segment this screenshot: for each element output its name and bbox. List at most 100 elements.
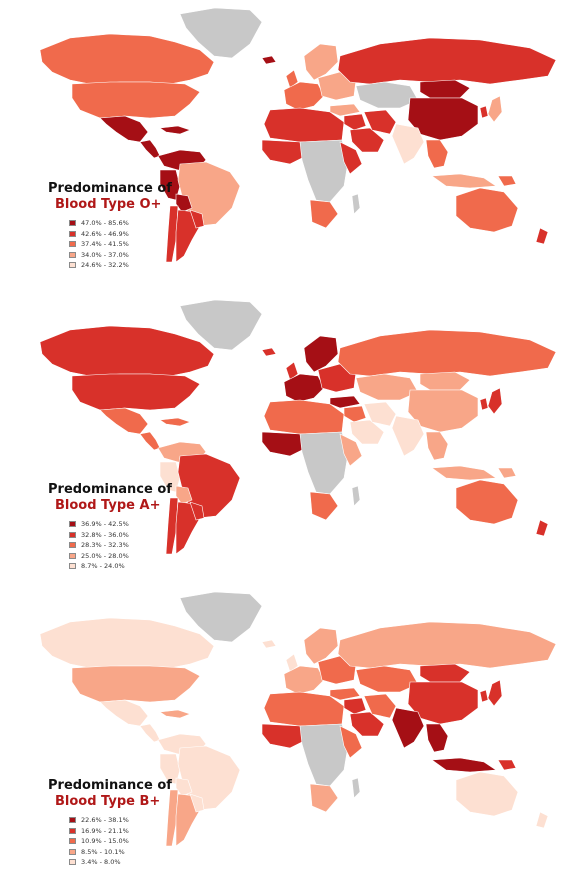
country-region-australia — [455, 479, 519, 525]
legend-label: 22.6% - 38.1% — [81, 816, 129, 824]
legend-label: 47.0% - 85.6% — [81, 219, 129, 227]
legend-swatch — [69, 817, 76, 823]
world-map-a-positive — [39, 299, 557, 555]
country-region-paraguay-uy — [189, 209, 205, 229]
legend-label: 32.8% - 36.0% — [81, 530, 129, 539]
country-region-saudi — [349, 419, 385, 445]
country-region-caribbean — [159, 417, 191, 427]
map-panel-a-positive: Predominance of Blood Type A+ 36.9% - 42… — [0, 292, 574, 582]
map-panel-b-positive: Predominance of Blood Type B+ 22.6% - 38… — [0, 584, 574, 874]
country-region-japan — [487, 95, 503, 123]
country-region-s-africa — [309, 199, 339, 229]
country-region-bolivia — [175, 777, 193, 797]
legend-swatch — [69, 859, 76, 865]
country-region-japan — [487, 387, 503, 415]
legend-item: 47.0% - 85.6% — [69, 218, 172, 228]
legend-title-line2: Blood Type B+ — [55, 794, 161, 809]
country-region-brazil — [177, 745, 241, 811]
country-region-madagascar — [351, 485, 361, 507]
country-region-paraguay-uy — [189, 501, 205, 521]
country-region-russia — [337, 37, 557, 85]
legend-label: 28.3% - 32.3% — [81, 541, 129, 549]
legend-swatch — [69, 262, 76, 268]
country-region-se-asia — [425, 723, 449, 753]
world-map-o-positive — [39, 7, 557, 263]
legend-b-positive: Predominance of Blood Type B+ 22.6% - 38… — [48, 778, 172, 868]
legend-swatch — [69, 827, 76, 834]
country-region-e-africa — [339, 725, 363, 759]
legend-swatch — [69, 220, 76, 226]
country-region-middle-east — [343, 113, 367, 131]
country-region-mexico — [99, 699, 149, 727]
country-region-w-europe — [283, 373, 325, 403]
country-region-png — [497, 467, 517, 479]
country-region-kazakh-central — [355, 373, 419, 401]
legend-swatch — [69, 521, 76, 527]
legend-item: 16.9% - 21.1% — [69, 826, 172, 836]
legend-title-line1: Predominance of — [48, 482, 172, 497]
country-region-australia — [455, 771, 519, 817]
country-region-canada — [39, 33, 215, 85]
country-region-india — [391, 707, 425, 749]
country-region-madagascar — [351, 193, 361, 215]
country-region-iceland — [261, 347, 277, 357]
legend-title-line2: Blood Type A+ — [55, 498, 161, 513]
country-region-c-africa — [299, 139, 349, 203]
country-region-greenland — [179, 299, 263, 351]
legend-item: 28.3% - 32.3% — [69, 540, 172, 550]
legend-item: 3.4% - 8.0% — [69, 857, 172, 867]
country-region-uk — [285, 653, 299, 673]
country-region-greenland — [179, 591, 263, 643]
country-region-indonesia — [431, 465, 497, 481]
country-region-saudi — [349, 711, 385, 737]
country-region-scandinavia — [303, 335, 339, 373]
country-region-mexico — [99, 115, 149, 143]
legend-label: 42.6% - 46.9% — [81, 229, 129, 238]
country-region-iran — [363, 401, 397, 427]
country-region-w-africa — [261, 723, 307, 749]
country-region-caribbean — [159, 709, 191, 719]
country-region-mexico — [99, 407, 149, 435]
country-region-chile — [165, 789, 179, 847]
legend-label: 34.0% - 37.0% — [81, 250, 129, 259]
country-region-india — [391, 415, 425, 457]
country-region-uk — [285, 69, 299, 89]
country-region-se-asia — [425, 431, 449, 461]
country-region-c-africa — [299, 723, 349, 787]
country-region-new-zealand — [535, 519, 549, 537]
country-region-new-zealand — [535, 227, 549, 245]
country-region-greenland — [179, 7, 263, 59]
world-map-b-positive — [39, 591, 557, 847]
legend-label: 37.4% - 41.5% — [81, 240, 129, 248]
legend-item: 10.9% - 15.0% — [69, 836, 172, 846]
country-region-paraguay-uy — [189, 793, 205, 813]
legend-swatch — [69, 251, 76, 258]
country-region-iran — [363, 109, 397, 135]
legend-label: 25.0% - 28.0% — [81, 551, 129, 560]
legend-title-line2: Blood Type O+ — [55, 197, 162, 212]
country-region-australia — [455, 187, 519, 233]
country-region-indonesia — [431, 173, 497, 189]
country-region-canada — [39, 617, 215, 669]
country-region-central-am — [139, 139, 161, 159]
legend-label: 36.9% - 42.5% — [81, 520, 129, 528]
country-region-kazakh-central — [355, 81, 419, 109]
country-region-usa — [71, 373, 201, 411]
country-region-russia — [337, 621, 557, 669]
country-region-bolivia — [175, 485, 193, 505]
country-region-middle-east — [343, 697, 367, 715]
country-region-n-africa — [263, 107, 345, 143]
legend-title-line1: Predominance of — [48, 181, 172, 196]
legend-swatch — [69, 552, 76, 559]
country-region-caribbean — [159, 125, 191, 135]
legend-swatch — [69, 848, 76, 855]
country-region-middle-east — [343, 405, 367, 423]
country-region-iceland — [261, 639, 277, 649]
country-region-korea — [479, 105, 489, 119]
legend-swatch — [69, 230, 76, 237]
country-region-brazil — [177, 453, 241, 519]
country-region-s-africa — [309, 783, 339, 813]
country-region-saudi — [349, 127, 385, 153]
country-region-bolivia — [175, 193, 193, 213]
country-region-se-asia — [425, 139, 449, 169]
